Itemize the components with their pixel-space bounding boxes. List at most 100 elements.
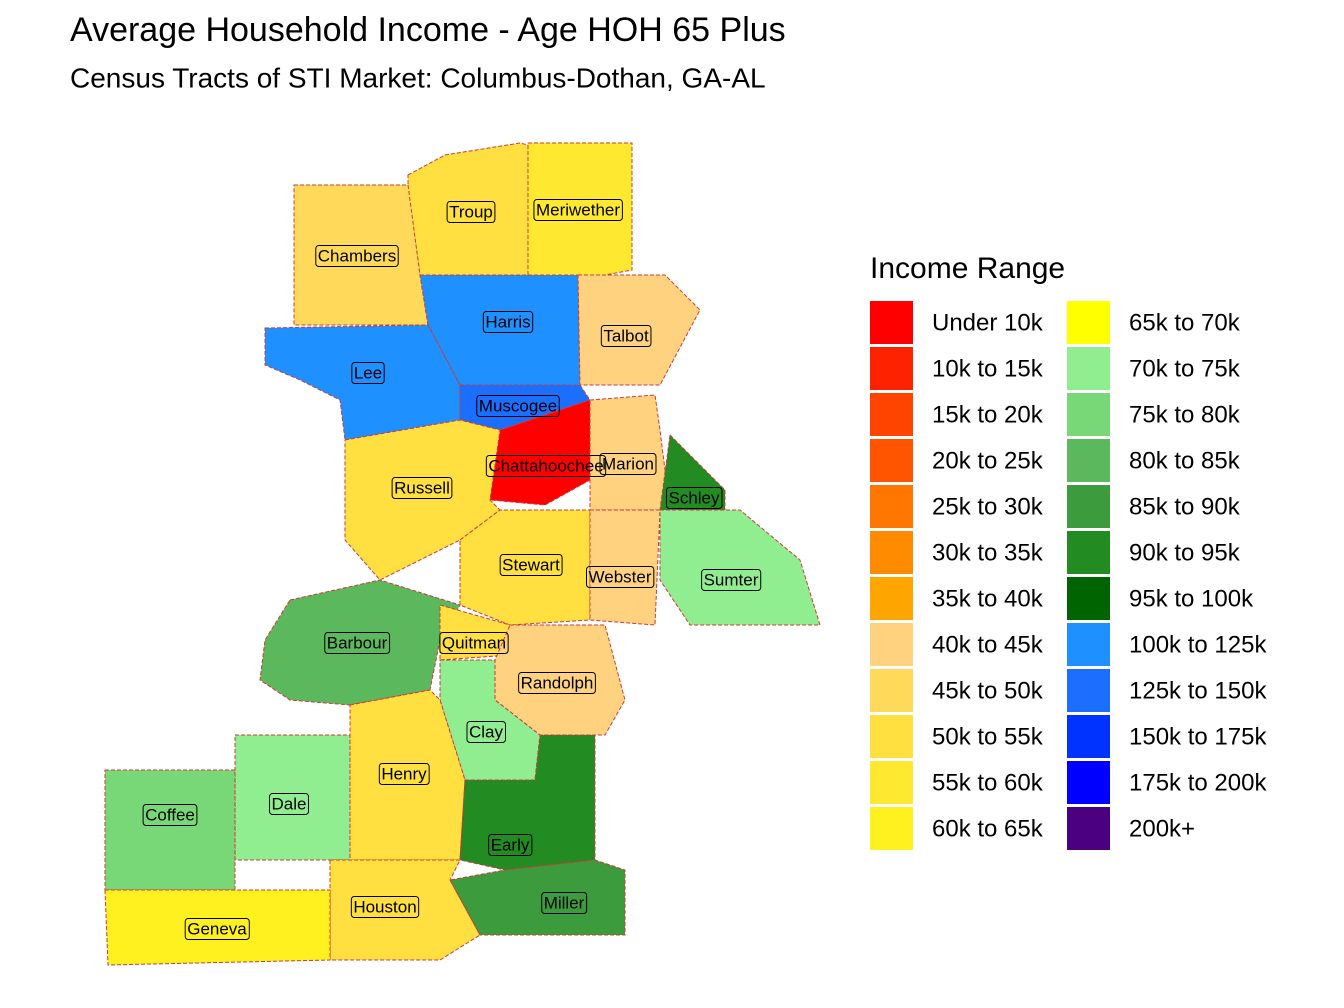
legend-label: 75k to 80k (1129, 401, 1241, 428)
county-label-box (446, 200, 496, 223)
county-label: Geneva (187, 919, 247, 938)
county-label-box (378, 762, 430, 785)
legend-label: 60k to 65k (932, 815, 1044, 842)
county-label: Houston (353, 897, 416, 916)
county-label-box (485, 454, 607, 477)
county-area (104, 769, 236, 891)
county-area (104, 889, 331, 966)
county-area (449, 859, 626, 936)
map (104, 142, 821, 966)
county-label-box (586, 565, 655, 588)
county-label: Webster (589, 567, 652, 586)
subtitle: Census Tracts of STI Market: Columbus-Do… (70, 62, 766, 93)
county-label: Clay (469, 722, 504, 741)
legend-label: 100k to 125k (1129, 631, 1267, 658)
legend-swatch (1067, 669, 1110, 712)
legend-swatch (1067, 761, 1110, 804)
county-label-box (701, 568, 762, 591)
county-label-box (466, 720, 507, 743)
county-label-box (600, 324, 652, 347)
county-label: Miller (544, 893, 585, 912)
legend-swatch (870, 347, 913, 390)
legend-swatch (870, 577, 913, 620)
county-area (577, 274, 701, 386)
county-label-box (488, 833, 533, 856)
county-area (419, 274, 581, 386)
county-label: Marion (602, 454, 654, 473)
legend-swatch (1067, 347, 1110, 390)
county-label-box (324, 631, 391, 654)
county-label-box (599, 452, 657, 475)
county-label-box (350, 895, 420, 918)
county-label: Muscogee (479, 396, 557, 415)
legend-title: Income Range (870, 252, 1065, 285)
county-label: Quitman (442, 633, 506, 652)
county-label-box (541, 891, 588, 914)
county-label: Barbour (327, 633, 388, 652)
county-label: Talbot (603, 326, 649, 345)
legend-swatch (870, 485, 913, 528)
county-label-box (518, 671, 596, 694)
legend-label: 20k to 25k (932, 447, 1044, 474)
legend-swatch (870, 807, 913, 850)
legend-label: 25k to 30k (932, 493, 1044, 520)
county-area (589, 394, 671, 511)
legend-swatch (870, 669, 913, 712)
legend-swatch (1067, 623, 1110, 666)
legend-swatch (1067, 301, 1110, 344)
county-label: Chattahoochee (488, 456, 603, 475)
legend-swatch (1067, 715, 1110, 758)
legend-label: 35k to 40k (932, 585, 1044, 612)
legend-swatch (870, 715, 913, 758)
legend-swatch (870, 623, 913, 666)
county-label-box (499, 553, 563, 576)
county-label-box (391, 476, 453, 499)
legend-label: 10k to 15k (932, 355, 1044, 382)
legend-swatch (870, 439, 913, 482)
county-label: Stewart (502, 555, 560, 574)
legend-swatch (870, 531, 913, 574)
legend-label: 55k to 60k (932, 769, 1044, 796)
county-label: Henry (381, 764, 427, 783)
county-area (264, 324, 461, 441)
legend-label: 175k to 200k (1129, 769, 1267, 796)
county-label: Sumter (704, 570, 759, 589)
county-label: Early (491, 835, 530, 854)
county-label: Harris (485, 312, 530, 331)
legend-label: 15k to 20k (932, 401, 1044, 428)
legend-swatch (1067, 577, 1110, 620)
county-label-box (184, 917, 250, 940)
legend-label: 85k to 90k (1129, 493, 1241, 520)
legend-label: 40k to 45k (932, 631, 1044, 658)
legend-label: Under 10k (932, 309, 1044, 336)
county-label: Dale (272, 794, 307, 813)
county-area (659, 509, 821, 626)
county-label-box (351, 361, 385, 384)
legend-label: 80k to 85k (1129, 447, 1241, 474)
county-label: Lee (354, 363, 382, 382)
county-label: Schley (668, 488, 720, 507)
county-label-box (482, 310, 534, 333)
legend-label: 90k to 95k (1129, 539, 1241, 566)
county-labels: Troup Meriwether Chambers Harris Talbot Lee Mu… (142, 198, 762, 940)
county-label: Troup (449, 202, 493, 221)
county-label-box (533, 198, 623, 221)
legend-label: 150k to 175k (1129, 723, 1267, 750)
legend-swatch (870, 301, 913, 344)
county-area (589, 509, 661, 626)
county-area (459, 734, 596, 871)
legend-label: 200k+ (1129, 815, 1195, 842)
legend-label: 70k to 75k (1129, 355, 1241, 382)
legend-label: 95k to 100k (1129, 585, 1254, 612)
legend-swatch (1067, 807, 1110, 850)
county-area (489, 399, 591, 506)
county-label: Randolph (521, 673, 594, 692)
county-label: Chambers (318, 246, 396, 265)
county-label-box (665, 486, 723, 509)
legend-swatch (870, 761, 913, 804)
county-label-box (142, 803, 198, 826)
county-label-box (439, 631, 509, 654)
title: Average Household Income - Age HOH 65 Pl… (70, 11, 786, 49)
legend-swatch (870, 393, 913, 436)
